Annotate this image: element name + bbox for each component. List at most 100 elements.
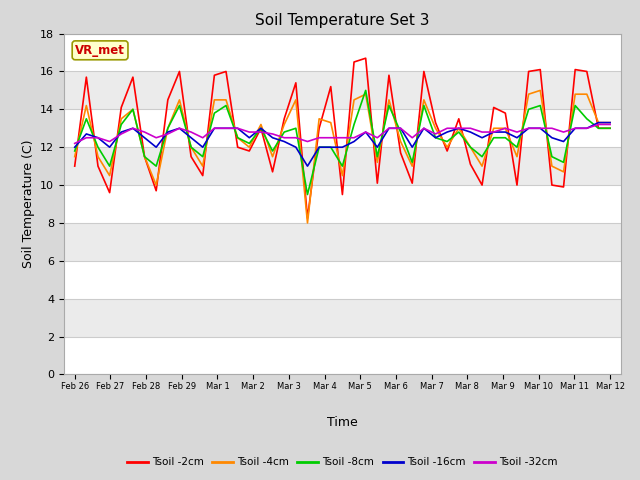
Tsoil -4cm [106,173,113,179]
Tsoil -2cm [211,72,218,78]
Tsoil -32cm [327,135,335,141]
Tsoil -32cm [374,135,381,141]
Tsoil -2cm [455,116,463,121]
Tsoil -2cm [490,105,497,110]
Tsoil -8cm [583,116,591,121]
Tsoil -2cm [164,97,172,103]
Tsoil -2cm [175,69,183,74]
Line: Tsoil -16cm: Tsoil -16cm [75,122,610,166]
Tsoil -4cm [455,125,463,131]
Tsoil -8cm [350,121,358,127]
Tsoil -32cm [560,129,568,135]
Tsoil -4cm [141,154,148,159]
Tsoil -2cm [141,154,148,159]
Tsoil -4cm [478,163,486,169]
Tsoil -16cm [444,129,451,135]
Tsoil -16cm [374,144,381,150]
Tsoil -8cm [431,135,439,141]
Tsoil -8cm [444,139,451,144]
Tsoil -8cm [211,110,218,116]
Tsoil -4cm [199,163,207,169]
Tsoil -4cm [280,121,288,127]
Tsoil -4cm [211,97,218,103]
Tsoil -8cm [513,144,521,150]
Tsoil -2cm [572,67,579,72]
Bar [64,185,621,223]
Tsoil -8cm [408,159,416,165]
Bar [64,223,621,261]
Tsoil -16cm [467,129,474,135]
Tsoil -16cm [490,129,497,135]
Tsoil -4cm [175,97,183,103]
Tsoil -32cm [513,129,521,135]
Tsoil -32cm [257,129,265,135]
Tsoil -16cm [94,135,102,141]
Line: Tsoil -32cm: Tsoil -32cm [75,124,610,144]
Tsoil -4cm [502,125,509,131]
Tsoil -8cm [117,121,125,127]
Tsoil -4cm [431,125,439,131]
Tsoil -8cm [257,125,265,131]
Tsoil -32cm [385,125,393,131]
Tsoil -8cm [339,163,346,169]
Tsoil -32cm [583,125,591,131]
Tsoil -4cm [420,97,428,103]
Bar [64,299,621,336]
Tsoil -32cm [478,129,486,135]
Tsoil -2cm [583,69,591,74]
Tsoil -2cm [152,188,160,193]
Tsoil -32cm [536,125,544,131]
Tsoil -8cm [572,103,579,108]
Tsoil -32cm [350,135,358,141]
Tsoil -32cm [362,129,369,135]
Tsoil -2cm [374,180,381,186]
Tsoil -4cm [234,135,241,141]
Tsoil -2cm [71,163,79,169]
Tsoil -2cm [222,69,230,74]
Tsoil -8cm [560,159,568,165]
Tsoil -8cm [606,125,614,131]
Tsoil -8cm [502,135,509,141]
Tsoil -4cm [246,144,253,150]
Tsoil -8cm [246,141,253,146]
Tsoil -4cm [490,125,497,131]
Tsoil -4cm [525,91,532,97]
Tsoil -2cm [444,148,451,154]
Tsoil -16cm [502,129,509,135]
Tsoil -16cm [71,144,79,150]
Tsoil -8cm [327,144,335,150]
Tsoil -2cm [316,125,323,131]
Tsoil -16cm [292,144,300,150]
Text: VR_met: VR_met [75,44,125,57]
Tsoil -4cm [164,125,172,131]
Tsoil -2cm [513,182,521,188]
Tsoil -8cm [316,144,323,150]
Tsoil -2cm [525,69,532,74]
Tsoil -16cm [83,131,90,137]
Legend: Tsoil -2cm, Tsoil -4cm, Tsoil -8cm, Tsoil -16cm, Tsoil -32cm: Tsoil -2cm, Tsoil -4cm, Tsoil -8cm, Tsoi… [123,453,562,471]
Tsoil -16cm [362,129,369,135]
Tsoil -32cm [490,129,497,135]
Tsoil -4cm [560,169,568,175]
Tsoil -4cm [536,87,544,93]
Tsoil -2cm [385,72,393,78]
Tsoil -2cm [339,192,346,197]
Tsoil -4cm [257,121,265,127]
Tsoil -16cm [280,139,288,144]
Tsoil -2cm [188,154,195,159]
Tsoil -8cm [478,154,486,159]
Tsoil -4cm [362,91,369,97]
Tsoil -8cm [420,103,428,108]
Tsoil -4cm [188,144,195,150]
Tsoil -16cm [129,125,137,131]
Tsoil -32cm [269,131,276,137]
Tsoil -4cm [572,91,579,97]
Tsoil -8cm [385,103,393,108]
Tsoil -2cm [257,125,265,131]
Tsoil -32cm [606,121,614,127]
Tsoil -32cm [117,131,125,137]
Tsoil -16cm [246,135,253,141]
Tsoil -32cm [397,125,404,131]
Tsoil -8cm [467,144,474,150]
Tsoil -4cm [408,163,416,169]
